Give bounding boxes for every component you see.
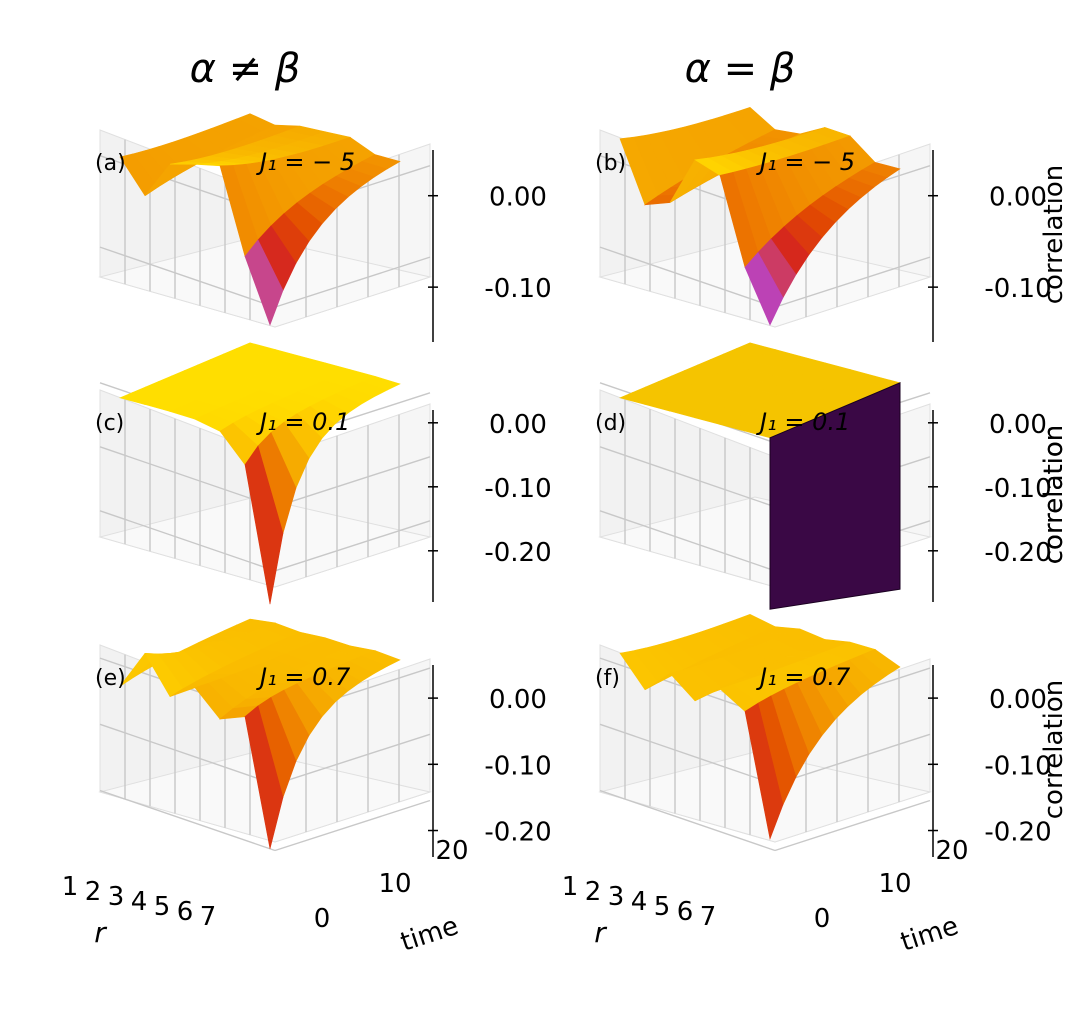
annotation-j1: J₁ = 0.1 bbox=[756, 408, 850, 436]
panel-label: (f) bbox=[595, 666, 620, 691]
z-tick-label: -0.20 bbox=[484, 538, 551, 568]
annotation-j1: J₁ = 0.7 bbox=[256, 663, 351, 691]
z-tick-label: -0.10 bbox=[484, 474, 551, 504]
panels-group: 0.00-0.10(a) J₁ = − 50.00-0.10correlation… bbox=[62, 106, 1069, 958]
z-tick-label: 0.00 bbox=[989, 410, 1047, 440]
r-tick-label: 1 bbox=[562, 872, 579, 902]
r-tick-label: 2 bbox=[585, 877, 602, 907]
r-tick-label: 7 bbox=[700, 902, 717, 932]
time-tick-label: 10 bbox=[378, 869, 411, 899]
grid-line bbox=[774, 799, 931, 852]
surface-facet bbox=[744, 702, 784, 840]
z-tick-label: -0.10 bbox=[984, 274, 1051, 304]
r-tick-label: 5 bbox=[654, 892, 671, 922]
time-tick-label: 20 bbox=[435, 836, 468, 866]
time-axis-label: time bbox=[397, 911, 462, 958]
panel-label: (a) bbox=[95, 151, 126, 176]
z-tick-label: -0.10 bbox=[484, 274, 551, 304]
grid-line bbox=[599, 723, 776, 785]
column-title-right: α = β bbox=[685, 46, 796, 92]
surface-facet bbox=[244, 705, 284, 849]
z-tick-label: -0.20 bbox=[484, 818, 551, 848]
r-tick-label: 1 bbox=[62, 872, 79, 902]
grid-line bbox=[599, 246, 776, 308]
annotation-j1: J₁ = − 5 bbox=[756, 148, 855, 176]
panel-a: 0.00 -0.10 (a) J₁ = − 5 bbox=[95, 113, 552, 342]
r-tick-label: 4 bbox=[131, 887, 148, 917]
surface-facet bbox=[744, 251, 784, 326]
panel-label: (d) bbox=[595, 411, 626, 436]
grid-line bbox=[99, 246, 276, 308]
z-tick-label: -0.20 bbox=[984, 538, 1051, 568]
r-tick-label: 6 bbox=[177, 897, 194, 927]
r-tick-label: 3 bbox=[608, 882, 625, 912]
r-tick-label: 3 bbox=[108, 882, 125, 912]
grid-line bbox=[774, 733, 931, 785]
time-tick-label: 20 bbox=[935, 836, 968, 866]
z-tick-label: -0.10 bbox=[984, 474, 1051, 504]
grid-line bbox=[274, 733, 431, 785]
grid-line bbox=[274, 256, 431, 308]
z-axis-label: correlation bbox=[1039, 425, 1069, 565]
z-axis-label: correlation bbox=[1039, 425, 1069, 565]
surface-facet bbox=[244, 239, 284, 326]
annotation-j1: J₁ = 0.7 bbox=[756, 663, 851, 691]
grid-line bbox=[599, 789, 776, 852]
z-tick-label: -0.10 bbox=[984, 751, 1051, 781]
grid-line bbox=[99, 510, 276, 572]
grid-line bbox=[99, 789, 276, 852]
r-axis-label: r bbox=[594, 916, 607, 949]
time-tick-label: 10 bbox=[878, 869, 911, 899]
annotation-j1: J₁ = 0.1 bbox=[256, 408, 350, 436]
grid-line bbox=[274, 799, 431, 852]
z-tick-label: 0.00 bbox=[489, 410, 547, 440]
panel-label: (e) bbox=[95, 666, 126, 691]
r-tick-label: 7 bbox=[200, 902, 217, 932]
z-tick-label: 0.00 bbox=[989, 685, 1047, 715]
surface-facet bbox=[244, 445, 284, 605]
grid-line bbox=[599, 446, 776, 508]
time-axis-label: time bbox=[897, 911, 962, 958]
annotation-j1: J₁ = − 5 bbox=[256, 148, 355, 176]
grid-line bbox=[274, 456, 431, 508]
grid-line bbox=[99, 723, 276, 785]
z-axis-label: correlation bbox=[1039, 165, 1069, 305]
grid-line bbox=[99, 446, 276, 508]
column-title-left: α ≠ β bbox=[190, 46, 301, 92]
r-tick-label: 5 bbox=[154, 892, 171, 922]
z-tick-label: -0.20 bbox=[984, 818, 1051, 848]
r-axis-label: r bbox=[94, 916, 107, 949]
grid-line bbox=[599, 510, 776, 572]
r-tick-label: 6 bbox=[677, 897, 694, 927]
panel-label: (c) bbox=[95, 411, 124, 436]
z-tick-label: 0.00 bbox=[489, 685, 547, 715]
panel-label: (b) bbox=[595, 151, 626, 176]
panel-e: 0.00 -0.10 -0.20 (e) J₁ = 0.7 1 2 3 4 5 6 7 r 0 10 20 ti… bbox=[62, 618, 552, 958]
surface-wall bbox=[769, 382, 901, 610]
z-tick-label: -0.10 bbox=[484, 751, 551, 781]
r-tick-label: 4 bbox=[631, 887, 648, 917]
z-tick-label: 0.00 bbox=[489, 183, 547, 213]
grid-line bbox=[774, 256, 931, 308]
time-tick-label: 0 bbox=[314, 904, 331, 934]
panel-c: 0.00-0.10-0.20 correlation(c) J₁ = 0.1 bbox=[95, 342, 1069, 605]
r-tick-label: 2 bbox=[85, 877, 102, 907]
grid-line bbox=[274, 520, 431, 572]
time-tick-label: 0 bbox=[814, 904, 831, 934]
z-tick-label: 0.00 bbox=[989, 183, 1047, 213]
z-axis-label: correlation bbox=[1039, 680, 1069, 820]
